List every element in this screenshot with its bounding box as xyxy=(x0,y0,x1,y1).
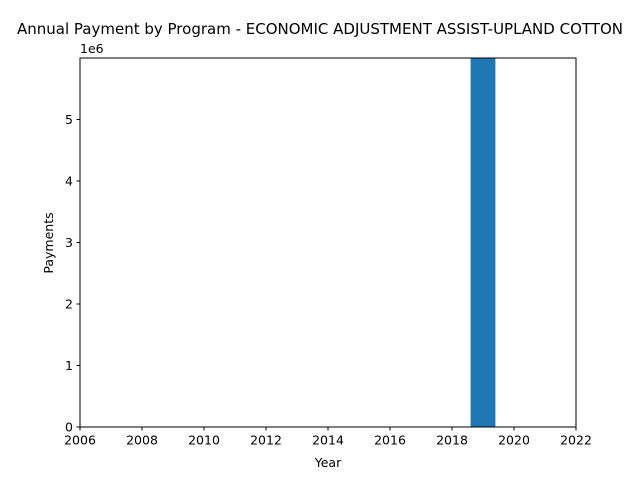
x-tick-label: 2020 xyxy=(498,433,530,448)
x-tick-label: 2008 xyxy=(126,433,158,448)
x-tick-label: 2022 xyxy=(560,433,592,448)
y-axis-offset-label: 1e6 xyxy=(80,41,104,56)
x-tick-label: 2014 xyxy=(312,433,344,448)
x-tick-label: 2010 xyxy=(188,433,220,448)
y-tick-label: 0 xyxy=(65,420,73,435)
y-tick-label: 3 xyxy=(65,235,73,250)
x-axis-label: Year xyxy=(314,455,342,470)
plot-frame xyxy=(79,57,577,428)
x-axis-ticks: 2006 2008 2010 2012 2014 2016 2018 2020 2022 xyxy=(64,427,592,448)
y-tick-label: 1 xyxy=(65,358,73,373)
y-axis-label: Payments xyxy=(41,212,56,273)
bars-layer xyxy=(470,58,496,427)
y-tick-label: 4 xyxy=(65,174,73,189)
x-tick-label: 2012 xyxy=(250,433,282,448)
chart-title: Annual Payment by Program - ECONOMIC ADJ… xyxy=(17,20,623,38)
y-tick-label: 5 xyxy=(65,112,73,127)
y-tick-label: 2 xyxy=(65,297,73,312)
x-tick-label: 2018 xyxy=(436,433,468,448)
x-tick-label: 2006 xyxy=(64,433,96,448)
bar-2019 xyxy=(470,58,496,427)
y-axis-ticks: 0 1 2 3 4 5 xyxy=(65,112,80,435)
x-tick-label: 2016 xyxy=(374,433,406,448)
